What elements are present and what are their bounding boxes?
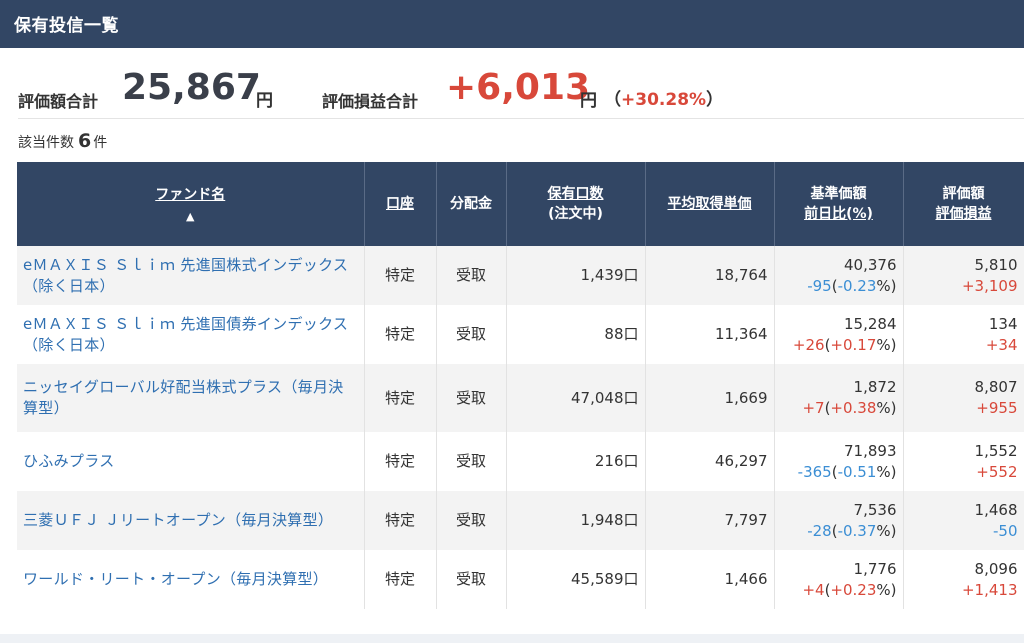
nav-change: -365(-0.51%): [797, 462, 897, 481]
nav-change: -95(-0.23%): [807, 276, 897, 295]
pl-value: +552: [976, 462, 1018, 481]
pl-value: +955: [976, 399, 1018, 417]
pl-total-value: +6,013: [446, 67, 591, 108]
nav-cell: 40,376 -95(-0.23%): [774, 246, 904, 305]
nav-change: +4(+0.23%): [802, 580, 897, 599]
valuation-cell: 8,096 +1,413: [903, 550, 1024, 609]
nav-value: 40,376: [844, 255, 897, 274]
summary-panel: 評価額合計 25,867 円 評価損益合計 +6,013 円 （+30.28%）: [18, 66, 1018, 112]
valuation-value: 8,096: [974, 559, 1018, 578]
col-fund-name-header[interactable]: ファンド名 ▲: [17, 162, 365, 246]
result-count: 該当件数 6 件: [18, 130, 107, 152]
fund-name-link[interactable]: ひふみプラス: [17, 432, 365, 491]
col-nav-header[interactable]: 基準価額 前日比(%): [774, 162, 904, 246]
pl-total-unit: 円: [580, 91, 597, 111]
account-type: 特定: [364, 491, 437, 550]
pl-value: +3,109: [961, 276, 1018, 295]
fund-name-link[interactable]: eＭＡＸＩＳ Ｓｌｉｍ 先進国債券インデックス（除く日本）: [17, 305, 365, 364]
nav-cell: 15,284 +26(+0.17%): [774, 305, 904, 364]
result-count-label: 該当件数: [18, 135, 74, 151]
col-valuation-header[interactable]: 評価額 評価損益: [903, 162, 1024, 246]
units-held: 216口: [506, 432, 646, 491]
valuation-value: 1,468: [974, 500, 1018, 519]
nav-cell: 1,776 +4(+0.23%): [774, 550, 904, 609]
fund-name-link[interactable]: ワールド・リート・オープン（毎月決算型）: [17, 550, 365, 609]
valuation-cell: 134 +34: [903, 305, 1024, 364]
pl-value: +1,413: [961, 580, 1018, 599]
nav-cell: 7,536 -28(-0.37%): [774, 491, 904, 550]
account-type: 特定: [364, 550, 437, 609]
fund-name-link[interactable]: ニッセイグローバル好配当株式プラス（毎月決算型）: [17, 364, 365, 432]
units-held: 47,048口: [506, 364, 646, 432]
valuation-value: 134: [988, 314, 1018, 333]
page-title: 保有投信一覧: [14, 16, 119, 36]
valuation-cell: 1,468 -50: [903, 491, 1024, 550]
nav-change: +26(+0.17%): [792, 335, 897, 354]
holdings-table: ファンド名 ▲ 口座 分配金 保有口数 (注文中) 平均取得単価 基準価額 前日比(…: [17, 162, 1024, 609]
avg-cost: 46,297: [645, 432, 775, 491]
nav-change: +7(+0.38%): [802, 399, 897, 417]
distribution-type: 受取: [436, 246, 507, 305]
valuation-value: 1,552: [974, 441, 1018, 460]
valuation-value: 5,810: [974, 255, 1018, 274]
nav-value: 15,284: [844, 314, 897, 333]
nav-cell: 71,893 -365(-0.51%): [774, 432, 904, 491]
units-held: 88口: [506, 305, 646, 364]
account-type: 特定: [364, 432, 437, 491]
table-row: ひふみプラス 特定 受取 216口 46,297 71,893 -365(-0.51%) 1,…: [17, 432, 1024, 491]
table-header-row: ファンド名 ▲ 口座 分配金 保有口数 (注文中) 平均取得単価 基準価額 前日比(…: [17, 162, 1024, 246]
account-type: 特定: [364, 364, 437, 432]
avg-cost: 1,669: [645, 364, 775, 432]
table-row: eＭＡＸＩＳ Ｓｌｉｍ 先進国債券インデックス（除く日本） 特定 受取 88口 11,3…: [17, 305, 1024, 364]
valuation-cell: 8,807 +955: [903, 364, 1024, 432]
valuation-cell: 5,810 +3,109: [903, 246, 1024, 305]
nav-value: 1,872: [853, 378, 897, 396]
pl-value: -50: [993, 521, 1018, 540]
col-avg-cost-header[interactable]: 平均取得単価: [645, 162, 775, 246]
valuation-value: 8,807: [974, 378, 1018, 396]
fund-name-link[interactable]: eＭＡＸＩＳ Ｓｌｉｍ 先進国株式インデックス（除く日本）: [17, 246, 365, 305]
nav-value: 71,893: [844, 441, 897, 460]
distribution-type: 受取: [436, 305, 507, 364]
pl-value: +34: [985, 335, 1018, 354]
col-distribution-header: 分配金: [436, 162, 507, 246]
nav-value: 7,536: [853, 500, 897, 519]
fund-name-link[interactable]: 三菱ＵＦＪ Ｊリートオープン（毎月決算型）: [17, 491, 365, 550]
distribution-type: 受取: [436, 550, 507, 609]
account-type: 特定: [364, 305, 437, 364]
valuation-cell: 1,552 +552: [903, 432, 1024, 491]
units-held: 1,948口: [506, 491, 646, 550]
valuation-total-value: 25,867: [122, 67, 261, 108]
valuation-total-label: 評価額合計: [18, 92, 99, 111]
units-held: 45,589口: [506, 550, 646, 609]
col-account-header[interactable]: 口座: [364, 162, 437, 246]
avg-cost: 1,466: [645, 550, 775, 609]
col-units-header[interactable]: 保有口数 (注文中): [506, 162, 646, 246]
distribution-type: 受取: [436, 432, 507, 491]
nav-cell: 1,872 +7(+0.38%): [774, 364, 904, 432]
pl-total-pct: （+30.28%）: [604, 90, 724, 110]
sort-asc-icon: ▲: [186, 210, 195, 223]
avg-cost: 7,797: [645, 491, 775, 550]
distribution-type: 受取: [436, 364, 507, 432]
page-header: 保有投信一覧: [0, 0, 1024, 48]
units-held: 1,439口: [506, 246, 646, 305]
result-count-value: 6: [78, 130, 92, 152]
footer-divider: [0, 634, 1024, 643]
table-row: eＭＡＸＩＳ Ｓｌｉｍ 先進国株式インデックス（除く日本） 特定 受取 1,439口 1…: [17, 246, 1024, 305]
avg-cost: 11,364: [645, 305, 775, 364]
table-row: ニッセイグローバル好配当株式プラス（毎月決算型） 特定 受取 47,048口 1,669…: [17, 364, 1024, 432]
valuation-total-unit: 円: [256, 91, 273, 111]
table-row: ワールド・リート・オープン（毎月決算型） 特定 受取 45,589口 1,466 1,77…: [17, 550, 1024, 609]
nav-change: -28(-0.37%): [807, 521, 897, 540]
result-count-unit: 件: [93, 135, 108, 151]
table-row: 三菱ＵＦＪ Ｊリートオープン（毎月決算型） 特定 受取 1,948口 7,797 7,53…: [17, 491, 1024, 550]
pl-total-label: 評価損益合計: [322, 92, 419, 111]
account-type: 特定: [364, 246, 437, 305]
distribution-type: 受取: [436, 491, 507, 550]
avg-cost: 18,764: [645, 246, 775, 305]
divider: [18, 118, 1024, 119]
nav-value: 1,776: [853, 559, 897, 578]
